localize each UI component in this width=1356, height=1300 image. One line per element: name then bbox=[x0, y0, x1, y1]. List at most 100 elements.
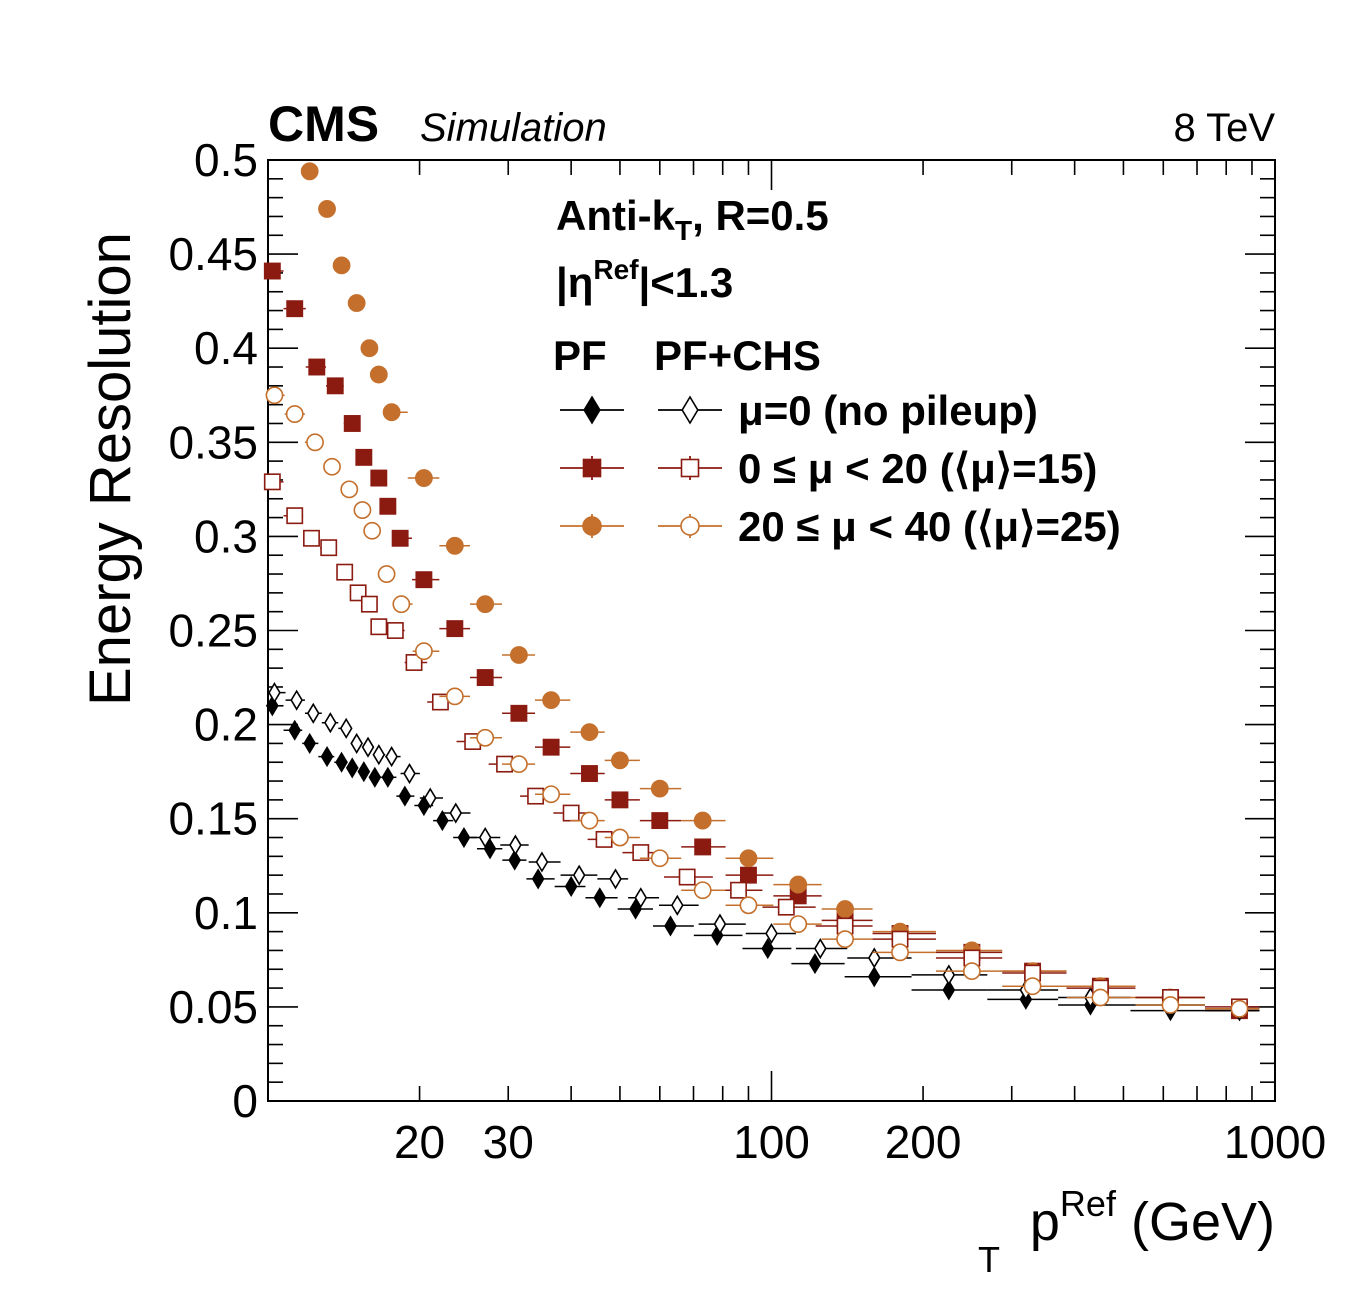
data-point bbox=[836, 930, 854, 949]
data-point bbox=[942, 979, 956, 1001]
data-point bbox=[765, 922, 778, 945]
data-point bbox=[611, 791, 629, 809]
data-point bbox=[564, 875, 578, 898]
x-axis-title: pRef (GeV) bbox=[1030, 1183, 1275, 1252]
data-point bbox=[392, 595, 411, 614]
data-point bbox=[414, 469, 433, 487]
data-point bbox=[360, 339, 379, 358]
y-tick-label: 0.05 bbox=[168, 981, 258, 1033]
data-point bbox=[361, 736, 375, 758]
y-tick-label: 0.25 bbox=[168, 605, 258, 657]
data-point bbox=[580, 723, 599, 742]
legend-marker bbox=[680, 458, 700, 478]
x-axis-main: p bbox=[1030, 1192, 1060, 1252]
legend-label: 20 ≤ μ < 40 (⟨μ⟩=25) bbox=[738, 503, 1121, 550]
data-point bbox=[962, 962, 981, 981]
data-point bbox=[386, 622, 404, 639]
data-point bbox=[379, 497, 397, 515]
data-point bbox=[611, 828, 629, 847]
data-point bbox=[693, 881, 712, 900]
data-point bbox=[542, 691, 561, 710]
data-point bbox=[360, 595, 378, 613]
data-point bbox=[509, 834, 522, 856]
data-point bbox=[595, 830, 613, 848]
data-point bbox=[562, 804, 580, 822]
data-point bbox=[478, 826, 492, 849]
data-point bbox=[415, 571, 433, 589]
legend-label: 0 ≤ μ < 20 (⟨μ⟩=15) bbox=[738, 445, 1097, 492]
data-point bbox=[761, 938, 775, 960]
data-point bbox=[369, 365, 388, 384]
x-axis-unit: (GeV) bbox=[1131, 1192, 1275, 1252]
y-tick-label: 0.3 bbox=[194, 510, 258, 562]
data-point bbox=[542, 785, 561, 804]
y-tick-label: 0.45 bbox=[168, 228, 258, 280]
x-axis-sub: T bbox=[978, 1239, 1000, 1280]
x-tick-label: 30 bbox=[483, 1116, 534, 1168]
y-tick-label: 0.1 bbox=[194, 887, 258, 939]
data-point bbox=[739, 849, 758, 868]
data-point bbox=[1091, 988, 1110, 1007]
plot-frame bbox=[267, 159, 1276, 1102]
data-point bbox=[650, 779, 669, 798]
data-point bbox=[263, 262, 281, 280]
data-point bbox=[323, 457, 341, 476]
data-point bbox=[403, 762, 416, 785]
data-point bbox=[891, 943, 909, 962]
data-point bbox=[789, 915, 808, 933]
data-point bbox=[306, 433, 324, 452]
legend-marker bbox=[583, 395, 601, 425]
legend-marker bbox=[582, 458, 602, 478]
data-point bbox=[449, 802, 463, 824]
data-series bbox=[263, 162, 1260, 1022]
legend-marker bbox=[680, 516, 700, 536]
data-point bbox=[290, 689, 303, 711]
axis-ticks bbox=[267, 159, 1275, 1102]
data-point bbox=[320, 746, 334, 768]
data-point bbox=[510, 704, 528, 722]
data-point bbox=[476, 595, 495, 614]
data-point bbox=[286, 507, 304, 525]
data-point bbox=[730, 881, 747, 899]
energy-label: 8 TeV bbox=[1173, 106, 1275, 150]
data-point bbox=[288, 719, 302, 741]
data-point bbox=[385, 746, 398, 768]
x-tick-label: 20 bbox=[394, 1116, 445, 1168]
data-point bbox=[391, 529, 409, 547]
data-point bbox=[508, 849, 522, 871]
y-tick-label: 0 bbox=[232, 1075, 258, 1127]
data-point bbox=[414, 642, 433, 661]
data-point bbox=[398, 785, 412, 807]
data-point bbox=[476, 669, 494, 687]
data-point bbox=[867, 947, 881, 969]
data-point bbox=[324, 712, 337, 734]
legend-label: μ=0 (no pileup) bbox=[738, 387, 1038, 434]
data-point bbox=[265, 386, 284, 405]
data-point bbox=[650, 849, 669, 868]
data-point bbox=[381, 766, 395, 788]
data-point bbox=[332, 256, 351, 275]
data-point bbox=[572, 864, 586, 886]
data-point bbox=[531, 868, 545, 890]
data-point bbox=[527, 787, 545, 805]
y-tick-label: 0.35 bbox=[168, 416, 258, 468]
y-tick-label: 0.5 bbox=[194, 134, 258, 186]
data-point bbox=[580, 811, 599, 830]
data-point bbox=[445, 687, 464, 706]
data-point bbox=[446, 620, 464, 638]
data-point bbox=[436, 810, 449, 832]
data-point bbox=[476, 728, 495, 747]
data-point bbox=[670, 894, 684, 916]
series-pf-2 bbox=[300, 162, 1260, 1018]
legend-col-chs: PF+CHS bbox=[654, 332, 821, 379]
series-pfchs-3 bbox=[268, 682, 1260, 1022]
data-point bbox=[457, 826, 471, 849]
data-point bbox=[339, 717, 353, 739]
data-point bbox=[345, 757, 359, 779]
eta-label: |ηRef|<1.3 bbox=[556, 254, 733, 307]
x-tick-label: 100 bbox=[733, 1116, 810, 1168]
data-point bbox=[357, 761, 371, 783]
y-tick-label: 0.4 bbox=[194, 322, 258, 374]
data-point bbox=[285, 405, 304, 423]
